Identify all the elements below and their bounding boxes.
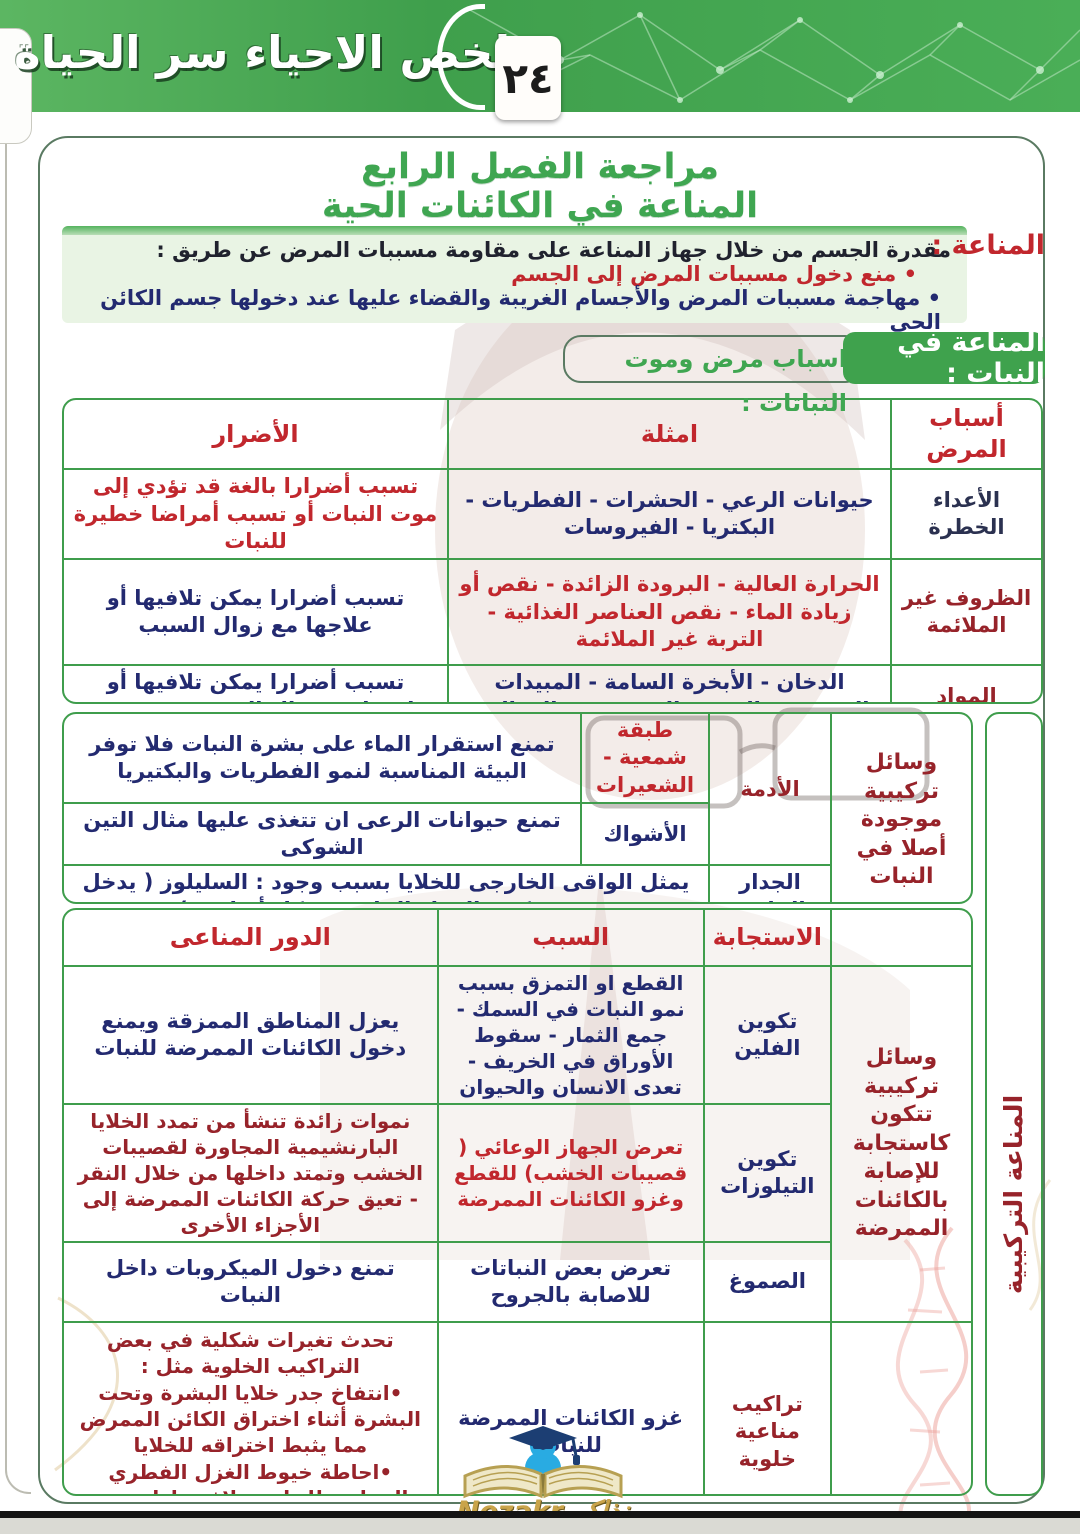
table-header-row: أسباب المرض امثلة الأضرار bbox=[64, 400, 1041, 471]
organ-epidermis: الأدمة bbox=[708, 714, 832, 867]
damages-toxic-materials: تسبب أضرارا يمكن تلافيها أو علاجها مع زو… bbox=[64, 664, 449, 702]
role-waxy-layer-hairs: تمنع استقرار الماء على بشرة النبات فلا ت… bbox=[64, 714, 582, 804]
table-header-row: الاستجابة السبب الدور المناعى bbox=[64, 910, 971, 967]
table-row: الظروف غير الملائمة الحرارة العالية - ال… bbox=[64, 558, 1041, 667]
nezakr-logo-icon bbox=[463, 1426, 623, 1499]
structural-immunity-vertical-label: المناعة التركيبية bbox=[999, 1094, 1029, 1294]
bottom-gray-strip bbox=[0, 1518, 1080, 1534]
cause-toxic-materials: المواد السامة bbox=[890, 664, 1041, 702]
header-cause: السبب bbox=[436, 910, 705, 967]
empty-header-cell bbox=[830, 910, 971, 967]
response-cellular-immune-structures: تراكيب مناعية خلوية bbox=[702, 1321, 833, 1494]
role-intro-line: تحدث تغيرات شكلية في بعض التراكيب الخلوي… bbox=[106, 1328, 394, 1378]
chapter-title-line2: المناعة في الكائنات الحية bbox=[321, 185, 759, 226]
cause-unsuitable-conditions: الظروف غير الملائمة bbox=[890, 558, 1041, 667]
cause-gums: تعرض بعض النباتات للاصابة بالجروح bbox=[436, 1241, 705, 1323]
table-row: تراكيب مناعية خلوية غزو الكائنات الممرضة… bbox=[64, 1321, 971, 1494]
table-row: الأعداء الخطرة حيوانات الرعي - الحشرات -… bbox=[64, 468, 1041, 561]
preexisting-structures-table: وسائل تركيبية موجودة أصلا في النبات الأد… bbox=[62, 712, 973, 904]
bottom-divider-line bbox=[0, 1511, 1080, 1518]
page-curl-decoration bbox=[5, 46, 31, 1494]
header-disease-causes: أسباب المرض bbox=[890, 400, 1041, 471]
group-label-preexisting: وسائل تركيبية موجودة أصلا في النبات bbox=[830, 714, 971, 902]
chapter-title: مراجعة الفصل الرابع المناعة في الكائنات … bbox=[60, 148, 1020, 225]
role-cellular-immune-structures: تحدث تغيرات شكلية في بعض التراكيب الخلوي… bbox=[64, 1321, 439, 1494]
definition-intro: مقدرة الجسم من خلال جهاز المناعة على مقا… bbox=[156, 238, 951, 262]
group-label-formed-as-response: وسائل تركيبية تتكون كاستجابة للإصابة بال… bbox=[830, 965, 971, 1323]
damages-dangerous-enemies: تسبب أضرارا بالغة قد تؤدي إلى موت النبات… bbox=[64, 468, 449, 561]
structure-waxy-layer-hairs: طبقة شمعية - الشعيرات bbox=[580, 714, 710, 804]
immunity-definition-box: مقدرة الجسم من خلال جهاز المناعة على مقا… bbox=[62, 226, 1045, 334]
definition-bullet-2: • مهاجمة مسببات المرض والأجسام الغريبة و… bbox=[100, 286, 941, 334]
cause-cellular-immune-structures: غزو الكائنات الممرضة للنبات bbox=[436, 1321, 705, 1494]
disease-causes-table: أسباب المرض امثلة الأضرار الأعداء الخطرة… bbox=[62, 398, 1043, 704]
definition-top-strip bbox=[62, 226, 967, 235]
response-tylose-formation: تكوين التيلوزات bbox=[702, 1103, 833, 1243]
role-cell-wall: يمثل الواقى الخارجى للخلايا بسبب وجود : … bbox=[64, 864, 710, 902]
cause-cork-formation: القطع او التمزق بسبب نمو النبات في السمك… bbox=[436, 965, 705, 1105]
role-thorns: تمنع حيوانات الرعى ان تتغذى عليها مثال ا… bbox=[64, 801, 582, 867]
cause-dangerous-enemies: الأعداء الخطرة bbox=[890, 468, 1041, 561]
section-badge-plant-immunity: المناعة في النبات : bbox=[843, 327, 1045, 389]
table-row: وسائل تركيبية تتكون كاستجابة للإصابة بال… bbox=[64, 965, 971, 1323]
structure-thorns: الأشواك bbox=[580, 801, 710, 867]
header-response: الاستجابة bbox=[702, 910, 833, 967]
organ-cell-wall: الجدار الخلوى bbox=[708, 864, 832, 902]
examples-unsuitable-conditions: الحرارة العالية - البرودة الزائدة - نقص … bbox=[447, 558, 892, 667]
definition-label: المناعة : bbox=[931, 230, 1045, 261]
cause-tylose-formation: تعرض الجهاز الوعائي ( قصيبات الخشب) للقط… bbox=[436, 1103, 705, 1243]
main-content-frame bbox=[38, 136, 1045, 1504]
table-row: وسائل تركيبية موجودة أصلا في النبات الأد… bbox=[64, 714, 971, 902]
table-row: الصموغ تعرض بعض النباتات للاصابة بالجروح… bbox=[64, 1241, 971, 1323]
chapter-title-line1: مراجعة الفصل الرابع bbox=[360, 147, 720, 187]
definition-bullet-1: • منع دخول مسببات المرض إلى الجسم bbox=[511, 262, 917, 286]
role-bullet-1: •انتفاخ جدر خلايا البشرة وتحت البشرة أثن… bbox=[79, 1381, 422, 1457]
damages-unsuitable-conditions: تسبب أضرارا يمكن تلافيها أو علاجها مع زو… bbox=[64, 558, 449, 667]
examples-toxic-materials: الدخان - الأبخرة السامة - المبيدات الحشر… bbox=[447, 664, 892, 702]
page-corner-tab bbox=[0, 28, 32, 144]
role-gums: تمنع دخول الميكروبات داخل النبات bbox=[64, 1241, 439, 1323]
table-row: المواد السامة الدخان - الأبخرة السامة - … bbox=[64, 664, 1041, 702]
header-immune-role: الدور المناعى bbox=[64, 910, 439, 967]
response-gums: الصموغ bbox=[702, 1241, 833, 1323]
network-pattern-decoration bbox=[469, 9, 1080, 103]
response-cork-formation: تكوين الفلين bbox=[702, 965, 833, 1105]
table-row: الجدار الخلوى يمثل الواقى الخارجى للخلاي… bbox=[64, 864, 971, 902]
role-bullet-2: •احاطة خيوط الغزل الفطري المهاجم للنبات … bbox=[92, 1460, 408, 1494]
empty-group-cell bbox=[830, 1321, 971, 1494]
header-examples: امثلة bbox=[447, 400, 892, 471]
section-subtitle: اسباب مرض وموت النباتات : bbox=[563, 335, 863, 417]
examples-dangerous-enemies: حيوانات الرعي - الحشرات - الفطريات - الب… bbox=[447, 468, 892, 561]
page-number: ٢٤ bbox=[495, 36, 561, 120]
immune-responses-table: الاستجابة السبب الدور المناعى وسائل تركي… bbox=[62, 908, 973, 1496]
header-damages: الأضرار bbox=[64, 400, 449, 471]
definition-body-box: مقدرة الجسم من خلال جهاز المناعة على مقا… bbox=[62, 226, 967, 334]
table-row: تكوين التيلوزات تعرض الجهاز الوعائي ( قص… bbox=[64, 1103, 971, 1243]
role-cork-formation: يعزل المناطق الممزقة ويمنع دخول الكائنات… bbox=[64, 965, 439, 1105]
role-tylose-formation: نموات زائدة تنشأ من تمدد الخلايا البارنش… bbox=[64, 1103, 439, 1243]
table-row: الأشواك تمنع حيوانات الرعى ان تتغذى عليه… bbox=[64, 801, 971, 867]
structural-immunity-side-strip: المناعة التركيبية bbox=[985, 712, 1043, 1496]
